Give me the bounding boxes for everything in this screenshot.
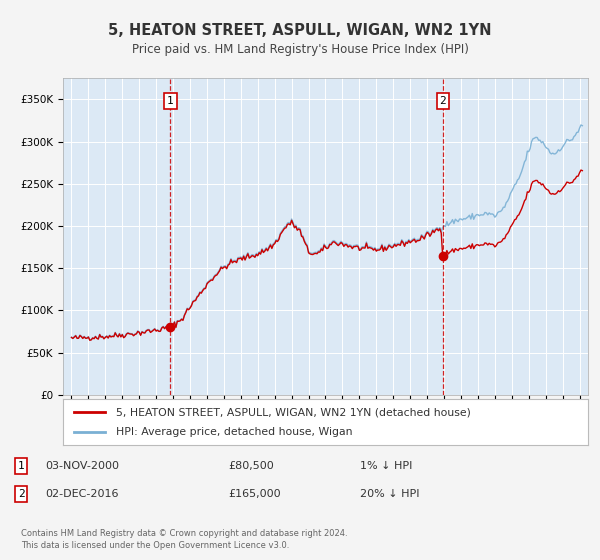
Text: 5, HEATON STREET, ASPULL, WIGAN, WN2 1YN (detached house): 5, HEATON STREET, ASPULL, WIGAN, WN2 1YN… xyxy=(115,407,470,417)
Text: 02-DEC-2016: 02-DEC-2016 xyxy=(45,489,119,499)
Text: 2: 2 xyxy=(17,489,25,499)
Text: 03-NOV-2000: 03-NOV-2000 xyxy=(45,461,119,471)
Text: Contains HM Land Registry data © Crown copyright and database right 2024.
This d: Contains HM Land Registry data © Crown c… xyxy=(21,529,347,550)
Text: 1: 1 xyxy=(167,96,174,106)
Text: 5, HEATON STREET, ASPULL, WIGAN, WN2 1YN: 5, HEATON STREET, ASPULL, WIGAN, WN2 1YN xyxy=(108,24,492,38)
Text: Price paid vs. HM Land Registry's House Price Index (HPI): Price paid vs. HM Land Registry's House … xyxy=(131,43,469,56)
Text: £165,000: £165,000 xyxy=(228,489,281,499)
Text: 20% ↓ HPI: 20% ↓ HPI xyxy=(360,489,419,499)
Text: 2: 2 xyxy=(439,96,446,106)
Text: £80,500: £80,500 xyxy=(228,461,274,471)
Text: 1% ↓ HPI: 1% ↓ HPI xyxy=(360,461,412,471)
Text: HPI: Average price, detached house, Wigan: HPI: Average price, detached house, Wiga… xyxy=(115,427,352,437)
Text: 1: 1 xyxy=(17,461,25,471)
